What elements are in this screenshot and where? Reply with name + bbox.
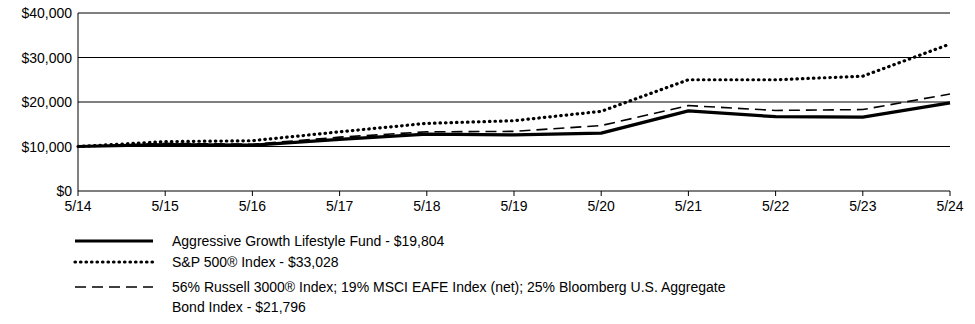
x-tick bbox=[688, 191, 689, 196]
chart: $0 $10,000 $20,000 $30,000 $40,000 5/14 5/15 5/… bbox=[0, 0, 975, 324]
legend-swatch bbox=[75, 260, 153, 263]
x-tick bbox=[165, 191, 166, 196]
legend-swatch bbox=[75, 286, 153, 288]
legend-label: Aggressive Growth Lifestyle Fund - $19,8… bbox=[172, 233, 445, 249]
x-tick bbox=[426, 191, 427, 196]
y-tick-label: $0 bbox=[56, 183, 72, 199]
x-tick-label: 5/17 bbox=[326, 198, 353, 214]
x-tick-label: 5/18 bbox=[413, 198, 440, 214]
x-tick-label: 5/22 bbox=[762, 198, 789, 214]
series-line bbox=[78, 94, 950, 146]
grid-line bbox=[78, 102, 950, 103]
x-tick bbox=[252, 191, 253, 196]
grid-line bbox=[78, 13, 950, 14]
series-line bbox=[78, 103, 950, 147]
legend-label-line: S&P 500® Index - $33,028 bbox=[172, 254, 339, 270]
x-tick bbox=[862, 191, 863, 196]
x-tick-label: 5/19 bbox=[500, 198, 527, 214]
x-tick bbox=[514, 191, 515, 196]
legend-label: S&P 500® Index - $33,028 bbox=[172, 254, 339, 270]
legend-label-line: 56% Russell 3000® Index; 19% MSCI EAFE I… bbox=[172, 279, 726, 295]
legend-label: 56% Russell 3000® Index; 19% MSCI EAFE I… bbox=[172, 279, 726, 315]
x-tick bbox=[775, 191, 776, 196]
legend-swatch bbox=[75, 239, 153, 242]
legend-label-line: Bond Index - $21,796 bbox=[172, 299, 306, 315]
x-tick bbox=[339, 191, 340, 196]
y-tick-label: $20,000 bbox=[21, 94, 72, 110]
x-tick-label: 5/21 bbox=[675, 198, 702, 214]
x-tick-label: 5/24 bbox=[936, 198, 963, 214]
x-tick-label: 5/15 bbox=[152, 198, 179, 214]
x-tick-label: 5/14 bbox=[64, 198, 91, 214]
plot-lines bbox=[78, 44, 950, 146]
series-line bbox=[78, 44, 950, 146]
y-tick-label: $40,000 bbox=[21, 5, 72, 21]
x-tick bbox=[601, 191, 602, 196]
x-tick-label: 5/16 bbox=[239, 198, 266, 214]
x-tick-label: 5/23 bbox=[849, 198, 876, 214]
x-tick bbox=[78, 191, 79, 196]
legend-label-line: Aggressive Growth Lifestyle Fund - $19,8… bbox=[172, 233, 445, 249]
y-axis bbox=[78, 13, 79, 191]
y-tick-label: $10,000 bbox=[21, 139, 72, 155]
x-tick-label: 5/20 bbox=[588, 198, 615, 214]
grid-line bbox=[78, 57, 950, 58]
y-tick-label: $30,000 bbox=[21, 50, 72, 66]
x-tick bbox=[950, 191, 951, 196]
